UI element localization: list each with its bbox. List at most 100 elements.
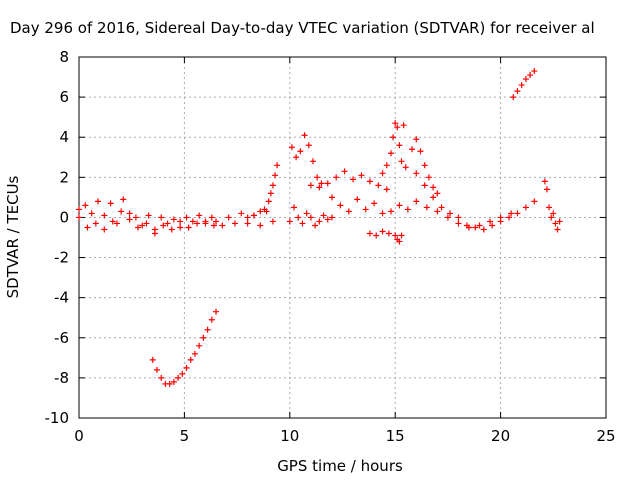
data-point	[265, 198, 272, 205]
data-point	[204, 326, 211, 333]
data-point	[383, 186, 390, 193]
data-point	[423, 204, 430, 211]
data-point	[170, 216, 177, 223]
data-point	[366, 178, 373, 185]
data-point	[480, 226, 487, 233]
data-point	[531, 68, 538, 75]
data-point	[175, 374, 182, 381]
data-point	[417, 148, 424, 155]
data-point	[434, 208, 441, 215]
data-point	[297, 148, 304, 155]
y-tick-label: -2	[54, 249, 69, 267]
data-point	[194, 220, 201, 227]
data-point	[191, 350, 198, 357]
data-point	[328, 214, 335, 221]
data-point	[301, 132, 308, 139]
series-decay-17h	[413, 170, 538, 233]
data-point	[295, 214, 302, 221]
data-point	[160, 222, 167, 229]
data-point	[527, 72, 534, 79]
data-point	[183, 214, 190, 221]
data-point	[84, 224, 91, 231]
data-point	[303, 210, 310, 217]
data-point	[309, 158, 316, 165]
data-point	[465, 224, 472, 231]
data-point	[293, 154, 300, 161]
data-point	[196, 212, 203, 219]
data-point	[390, 134, 397, 141]
data-point	[314, 174, 321, 181]
data-point	[531, 198, 538, 205]
data-point	[145, 212, 152, 219]
series-lower-17h	[413, 198, 515, 231]
data-point	[261, 206, 268, 213]
data-point	[244, 220, 251, 227]
series-peak-10h	[288, 132, 325, 187]
series-band-mid	[213, 208, 276, 229]
data-point	[101, 212, 108, 219]
data-point	[421, 182, 428, 189]
data-point	[514, 210, 521, 217]
data-point	[316, 184, 323, 191]
x-tick-label: 25	[596, 427, 615, 445]
data-point	[373, 232, 380, 239]
data-point	[396, 238, 403, 245]
data-point	[126, 210, 133, 217]
series-peak-16h	[409, 136, 441, 197]
y-tick-label: 6	[59, 88, 69, 106]
data-point	[208, 316, 215, 323]
data-point	[396, 142, 403, 149]
data-point	[132, 214, 139, 221]
data-point	[316, 218, 323, 225]
data-point	[168, 226, 175, 233]
data-point	[153, 366, 160, 373]
data-point	[94, 198, 101, 205]
data-point	[387, 208, 394, 215]
series-band-early-low	[76, 208, 217, 237]
x-tick-label: 0	[74, 427, 84, 445]
data-point	[257, 208, 264, 215]
data-point	[362, 206, 369, 213]
data-point	[318, 180, 325, 187]
data-point	[196, 342, 203, 349]
x-tick-label: 10	[280, 427, 299, 445]
data-point	[307, 214, 314, 221]
series-rise-9h	[244, 162, 281, 221]
data-point	[170, 378, 177, 385]
data-point	[396, 202, 403, 209]
data-point	[158, 374, 165, 381]
series-segment-10h	[286, 204, 335, 229]
data-point	[556, 218, 563, 225]
data-point	[225, 214, 232, 221]
data-point	[272, 172, 279, 179]
data-point	[76, 206, 82, 213]
data-point	[400, 122, 407, 129]
series-wave-12h	[307, 168, 390, 193]
y-tick-label: 2	[59, 168, 69, 186]
data-point	[328, 194, 335, 201]
y-tick-label: -4	[54, 289, 69, 307]
data-point	[379, 210, 386, 217]
data-point	[472, 224, 479, 231]
data-point	[425, 174, 432, 181]
data-point	[151, 230, 158, 237]
data-point	[231, 220, 238, 227]
data-point	[288, 144, 295, 151]
x-axis-label: GPS time / hours	[277, 457, 403, 475]
data-point	[371, 200, 378, 207]
data-point	[291, 204, 298, 211]
data-point	[508, 210, 515, 217]
data-point	[392, 120, 399, 127]
data-point	[522, 76, 529, 83]
y-tick-label: -6	[54, 329, 69, 347]
data-point	[82, 202, 89, 209]
data-point	[250, 212, 257, 219]
data-point	[552, 220, 559, 227]
data-point	[177, 224, 184, 231]
data-point	[506, 214, 513, 221]
data-point	[543, 186, 550, 193]
x-tick-label: 15	[386, 427, 405, 445]
data-point	[143, 220, 150, 227]
data-point	[189, 218, 196, 225]
data-point	[139, 222, 146, 229]
